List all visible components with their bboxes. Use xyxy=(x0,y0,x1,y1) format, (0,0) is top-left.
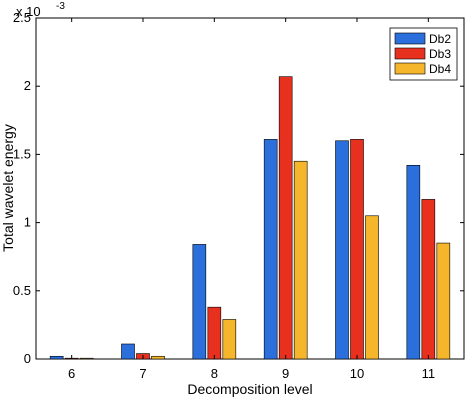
legend-label-db2: Db2 xyxy=(429,32,451,46)
bar-db2-8 xyxy=(192,244,207,360)
y-tick-label: 2 xyxy=(24,78,31,93)
bar-db4-6 xyxy=(79,357,94,360)
x-tick-label: 10 xyxy=(350,366,364,381)
legend-label-db4: Db4 xyxy=(429,62,451,76)
legend-label-db3: Db3 xyxy=(429,47,451,61)
x-tick-label: 8 xyxy=(211,366,218,381)
x-tick-label: 9 xyxy=(282,366,289,381)
bar-db4-11 xyxy=(436,242,451,360)
y-tick-label: 0 xyxy=(24,351,31,366)
bar-db4-7 xyxy=(151,355,165,360)
y-tick-label: 1 xyxy=(24,215,31,230)
x-axis-label: Decomposition level xyxy=(187,381,312,397)
y-axis-label: Total wavelet energy xyxy=(0,124,16,252)
bar-db3-8 xyxy=(207,306,222,360)
y-multiplier: x 10 xyxy=(16,4,41,19)
legend-swatch-db2 xyxy=(394,32,426,45)
bar-db3-9 xyxy=(278,76,293,360)
bar-db4-9 xyxy=(293,160,308,360)
x-tick-label: 11 xyxy=(422,366,436,381)
y-axis-ticks: 0 0.5 1 1.5 2 2.5 xyxy=(13,10,464,366)
bar-db2-7 xyxy=(121,343,135,360)
bar-db2-9 xyxy=(263,139,278,360)
legend-swatch-db4 xyxy=(394,62,426,75)
y-tick-label: 1.5 xyxy=(13,146,31,161)
y-tick-label: 2.5 xyxy=(13,10,31,25)
legend-swatch-db3 xyxy=(394,47,426,60)
bar-db2-11 xyxy=(406,165,421,360)
bar-db2-6 xyxy=(49,355,64,360)
x-tick-label: 6 xyxy=(68,366,75,381)
y-exponent: -3 xyxy=(56,1,65,12)
bar-db4-8 xyxy=(222,319,237,360)
bar-db4-10 xyxy=(365,215,379,360)
x-tick-label: 7 xyxy=(139,366,146,381)
bar-db2-10 xyxy=(335,140,349,360)
y-tick-label: 0.5 xyxy=(13,283,31,298)
x-axis-ticks: 6 7 8 9 10 11 xyxy=(68,18,435,381)
bar-db3-10 xyxy=(350,139,364,360)
bar-db3-11 xyxy=(421,199,436,360)
